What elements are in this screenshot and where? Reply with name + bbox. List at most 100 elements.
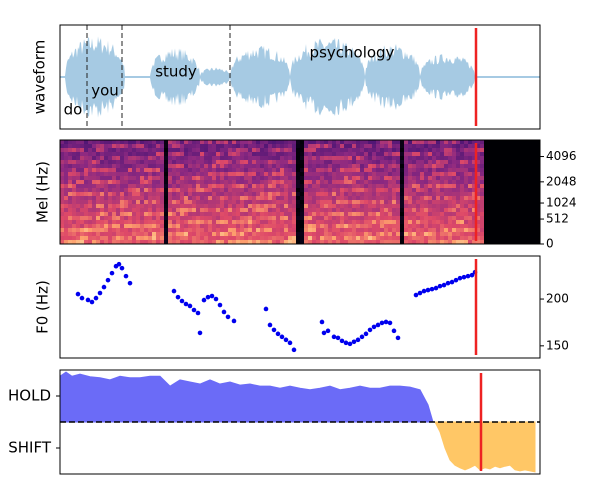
spectrogram-cell [60,152,64,156]
spectrogram-cell [204,224,208,228]
spectrogram-cell [436,188,440,192]
spectrogram-cell [316,152,320,156]
spectrogram-cell [352,140,356,144]
spectrogram-cell [132,140,136,144]
spectrogram-cell [132,240,136,244]
f0-point [375,322,381,328]
spectrogram-cell [88,168,92,172]
spectrogram-cell [464,176,468,180]
spectrogram-cell [108,224,112,228]
spectrogram-cell [192,168,196,172]
spectrogram-cell [156,144,160,148]
spectrogram-cell [416,172,420,176]
spectrogram-cell [224,228,228,232]
spectrogram-cell [144,200,148,204]
spectrogram-cell [256,196,260,200]
spectrogram-cell [476,156,480,160]
spectrogram-cell [448,164,452,168]
spectrogram-cell [220,156,224,160]
spectrogram-cell [220,172,224,176]
spectrogram-cell [480,148,484,152]
spectrogram-cell [396,156,400,160]
spectrogram-cell [160,148,164,152]
spectrogram-cell [164,216,168,220]
spectrogram-cell [400,192,404,196]
spectrogram-cell [308,236,312,240]
spectrogram-cell [352,144,356,148]
spectrogram-cell [212,176,216,180]
spectrogram-cell [384,164,388,168]
spectrogram-cell [344,168,348,172]
spectrogram-cell [372,156,376,160]
spectrogram-cell [80,204,84,208]
spectrogram-cell [200,172,204,176]
spectrogram-cell [60,200,64,204]
spectrogram-cell [188,224,192,228]
spectrogram-cell [328,164,332,168]
spectrogram-cell [420,196,424,200]
spectrogram-cell [392,208,396,212]
spectrogram-cell [476,196,480,200]
spectrogram-cell [196,204,200,208]
spectrogram-cell [92,180,96,184]
spectrogram-cell [416,188,420,192]
spectrogram-cell [376,168,380,172]
spectrogram-cell [288,168,292,172]
spectrogram-cell [228,200,232,204]
spectrogram-cell [452,204,456,208]
spectrogram-cell [348,196,352,200]
spectrogram-cell [196,196,200,200]
spectrogram-cell [204,160,208,164]
spectrogram-cell [424,144,428,148]
spectrogram-cell [264,164,268,168]
spectrogram-cell [344,192,348,196]
spectrogram-cell [60,196,64,200]
spectrogram-cell [252,188,256,192]
spectrogram-cell [160,160,164,164]
spectrogram-cell [156,156,160,160]
spectrogram-cell [428,164,432,168]
spectrogram-cell [344,204,348,208]
spectrogram-cell [372,180,376,184]
spectrogram-cell [460,176,464,180]
spectrogram-cell [448,204,452,208]
spectrogram-cell [412,168,416,172]
spectrogram-cell [112,236,116,240]
spectrogram-cell [476,176,480,180]
spectrogram-cell [400,164,404,168]
spectrogram-cell [288,200,292,204]
spectrogram-cell [88,240,92,244]
spectrogram-cell [72,208,76,212]
spectrogram-cell [108,144,112,148]
spectrogram-cell [152,160,156,164]
spectrogram-cell [460,172,464,176]
spectrogram-cell [228,140,232,144]
spectrogram-cell [140,200,144,204]
spectrogram-cell [180,140,184,144]
f0-point [175,294,181,300]
spectrogram-cell [228,208,232,212]
spectrogram-cell [304,172,308,176]
spectrogram-cell [316,160,320,164]
spectrogram-cell [128,152,132,156]
y-tick-label: 150 [546,338,569,352]
spectrogram-cell [420,200,424,204]
spectrogram-cell [312,160,316,164]
spectrogram-cell [472,172,476,176]
spectrogram-cell [220,192,224,196]
spectrogram-cell [452,220,456,224]
spectrogram-cell [64,228,68,232]
spectrogram-cell [424,212,428,216]
spectrogram-cell [128,184,132,188]
spectrogram-cell [196,152,200,156]
spectrogram-cell [412,144,416,148]
spectrogram-cell [392,180,396,184]
spectrogram-cell [100,240,104,244]
spectrogram-cell [92,140,96,144]
spectrogram-cell [180,156,184,160]
spectrogram-cell [320,180,324,184]
spectrogram-cell [252,224,256,228]
spectrogram-cell [388,240,392,244]
spectrogram-cell [284,204,288,208]
spectrogram-cell [244,152,248,156]
